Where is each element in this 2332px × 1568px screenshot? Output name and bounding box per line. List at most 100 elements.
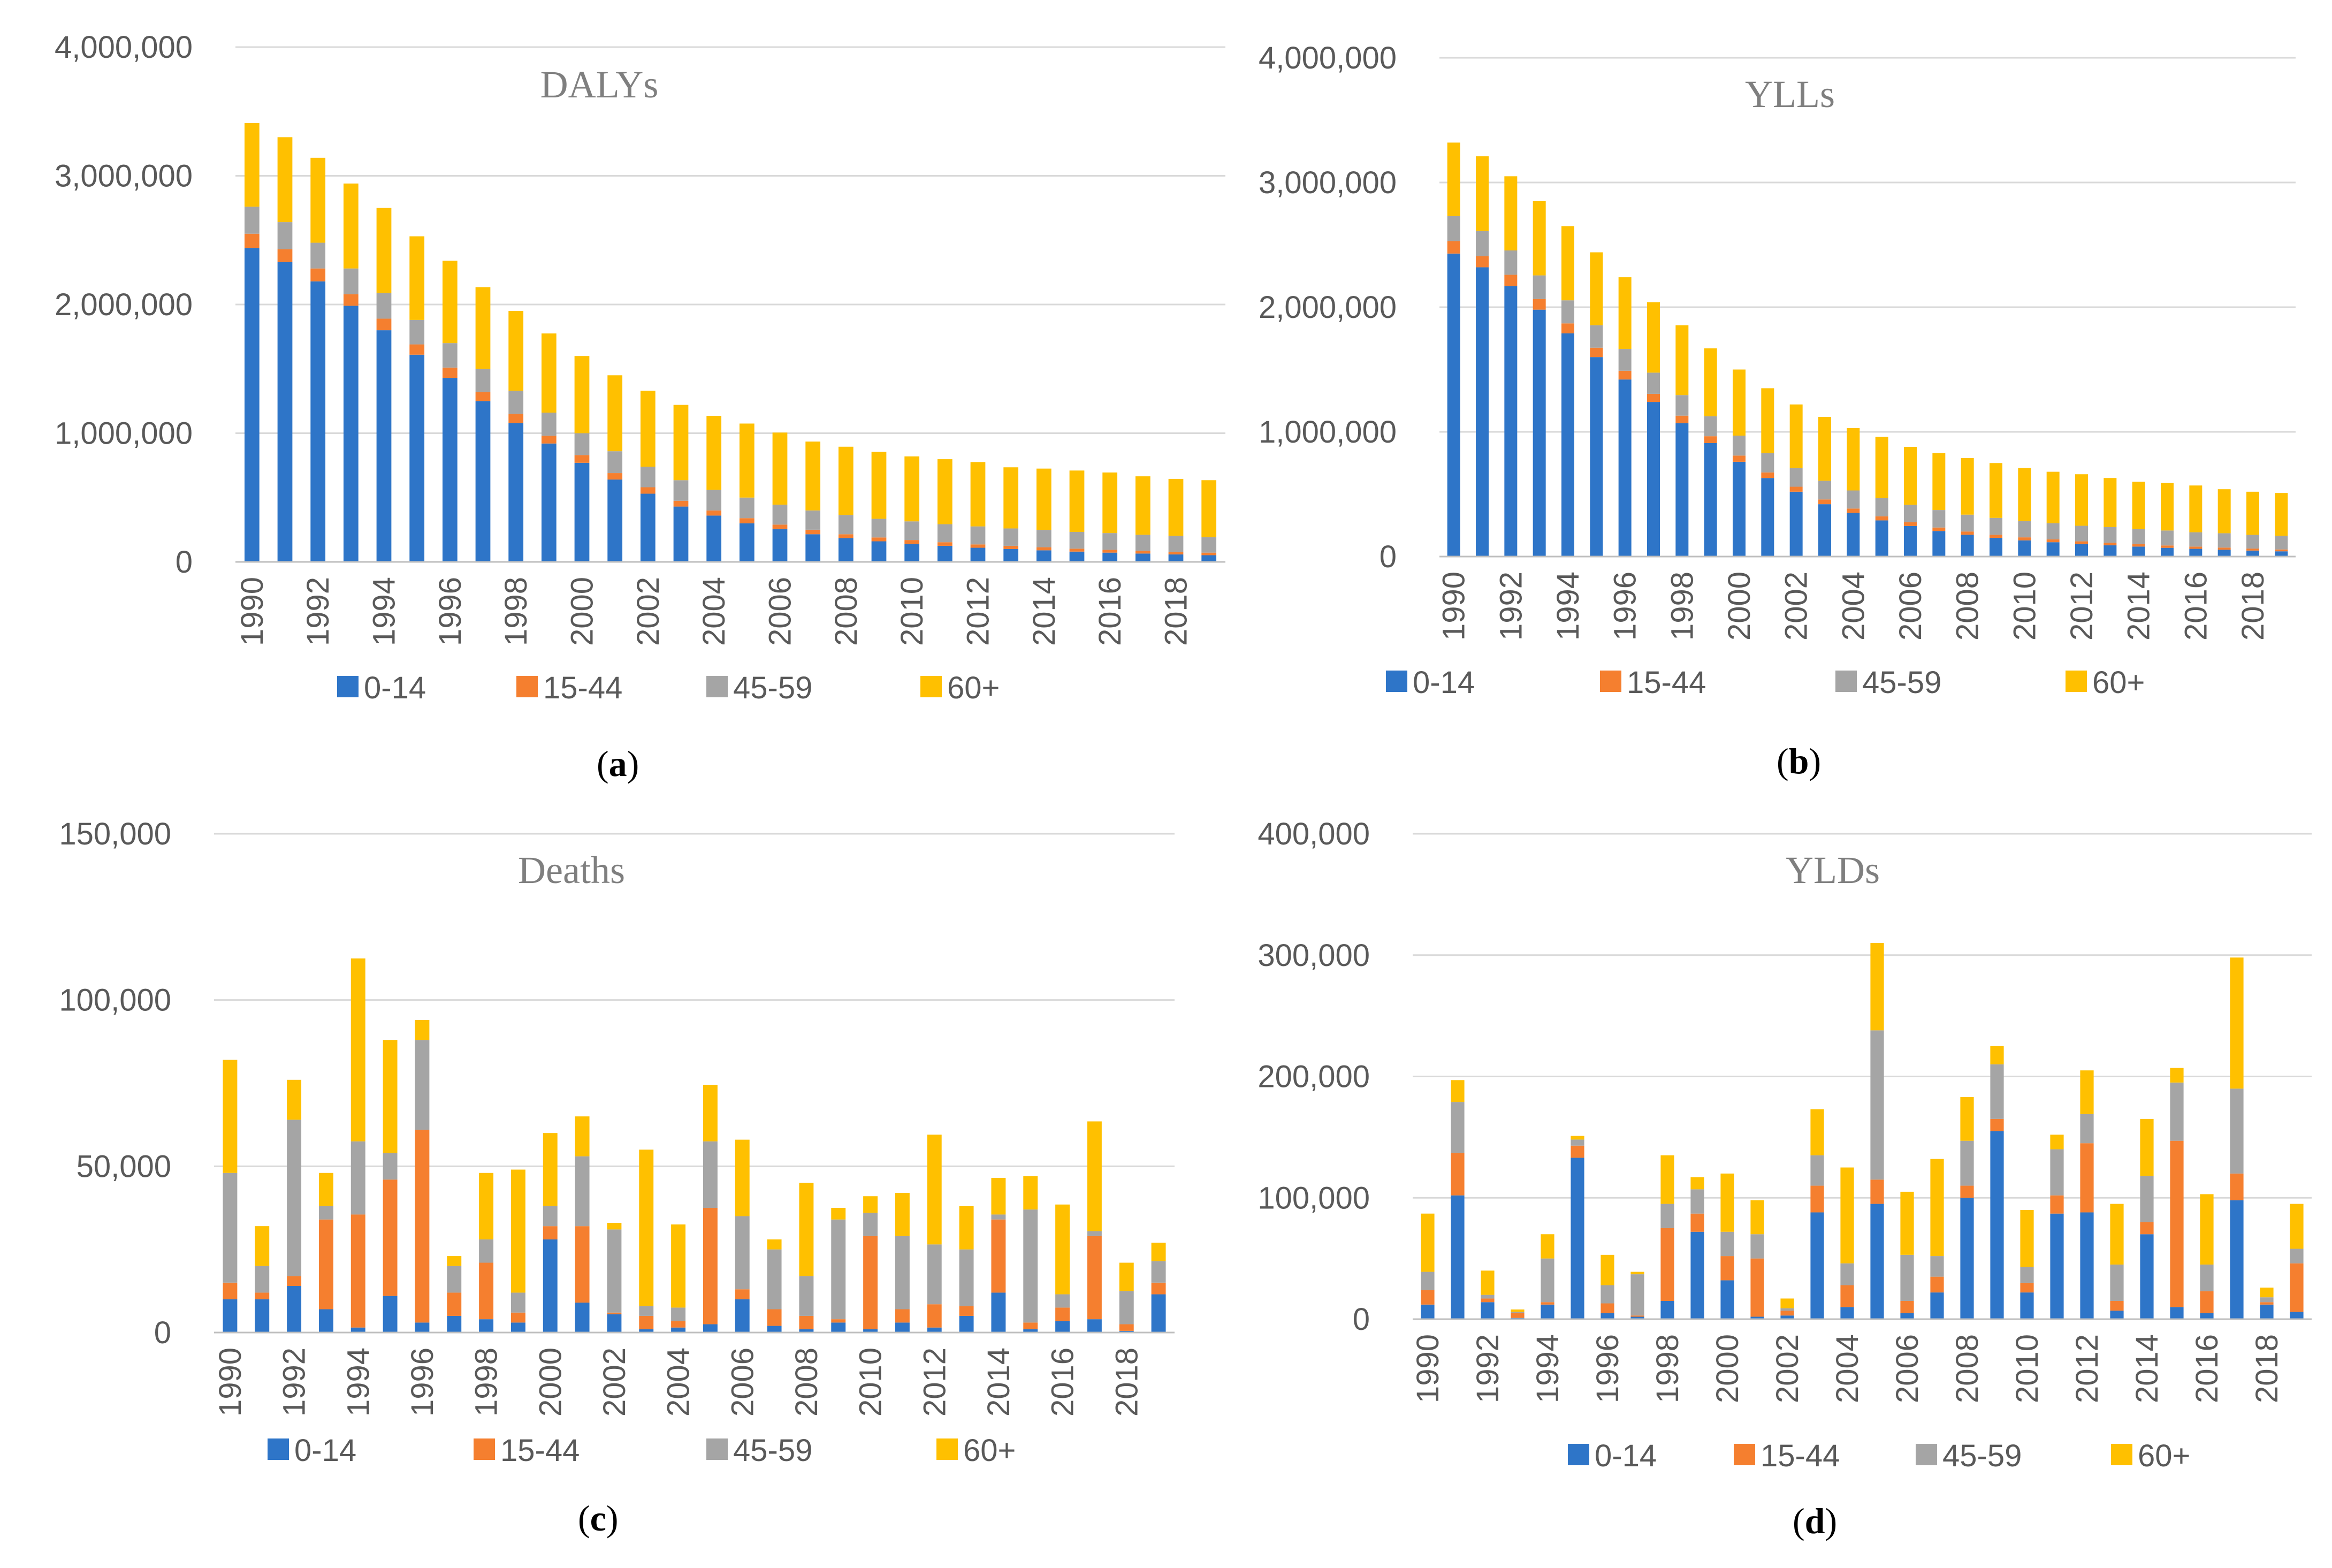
bar-60+-2012: [927, 1135, 942, 1245]
bar-0-14-2000: [1720, 1280, 1734, 1319]
bar-45-59-2000: [543, 1206, 558, 1227]
bar-60+-2005: [1870, 943, 1884, 1031]
bar-15-44-2016: [1055, 1307, 1070, 1321]
bar-45-59-1993: [318, 1206, 333, 1220]
bar-45-59-2015: [1069, 531, 1085, 549]
x-tick-label: 2004: [1830, 1334, 1865, 1403]
bar-60+-1998: [1660, 1155, 1674, 1204]
bar-15-44-2017: [2230, 1173, 2244, 1200]
x-tick-label: 1992: [301, 577, 336, 646]
bar-15-44-2008: [838, 534, 853, 538]
bar-45-59-2016: [1055, 1294, 1070, 1308]
bar-60+-2003: [1810, 1109, 1824, 1155]
y-tick-label: 100,000: [1258, 1181, 1370, 1215]
bar-15-44-2014: [1036, 547, 1051, 551]
bar-15-44-2015: [2161, 545, 2174, 548]
bar-15-44-2014: [2140, 1222, 2154, 1235]
legend-swatch-15-44: [1734, 1444, 1755, 1465]
bar-45-59-2011: [895, 1236, 910, 1310]
x-tick-label: 2000: [565, 577, 600, 646]
bar-15-44-1995: [1590, 347, 1603, 357]
bar-45-59-2001: [575, 1156, 590, 1227]
bar-0-14-2018: [1119, 1330, 1134, 1333]
bar-15-44-2000: [543, 1226, 558, 1240]
bar-0-14-2001: [607, 479, 623, 562]
bar-45-59-1993: [343, 268, 359, 294]
bar-60+-1996: [1618, 277, 1632, 349]
legend-label: 0-14: [1595, 1438, 1657, 1473]
bar-15-44-1992: [1481, 1298, 1495, 1303]
x-tick-label: 2012: [2064, 572, 2099, 641]
bar-45-59-1996: [1618, 349, 1632, 371]
bar-60+-2000: [1720, 1173, 1734, 1232]
bar-15-44-1994: [1541, 1302, 1554, 1305]
bar-60+-1997: [1647, 302, 1660, 373]
bar-60+-1998: [1675, 325, 1689, 395]
x-tick-label: 1992: [277, 1348, 312, 1417]
bar-45-59-2012: [970, 526, 986, 545]
bar-60+-1993: [1533, 201, 1546, 276]
bar-60+-2012: [2075, 474, 2088, 526]
bar-60+-2000: [574, 356, 590, 433]
legend-swatch-60+: [2066, 671, 2087, 692]
bar-15-44-1996: [1601, 1303, 1614, 1313]
panel-caption: (a): [597, 743, 639, 784]
x-tick-label: 2018: [2250, 1334, 2284, 1403]
bar-15-44-2002: [607, 1312, 622, 1314]
legend-swatch-0-14: [1386, 671, 1407, 692]
bar-60+-1994: [350, 958, 365, 1141]
bar-0-14-1995: [1571, 1158, 1584, 1319]
bar-60+-2006: [1900, 1191, 1914, 1255]
bar-60+-1992: [287, 1079, 302, 1120]
bar-0-14-2015: [2170, 1307, 2184, 1319]
y-tick-label: 0: [176, 545, 193, 580]
panel-letter: a: [609, 743, 627, 784]
bar-0-14-2005: [1870, 1204, 1884, 1319]
bar-45-59-1991: [1476, 231, 1489, 256]
bar-60+-2015: [2170, 1068, 2184, 1083]
bar-45-59-2000: [1733, 435, 1746, 456]
bar-0-14-1999: [541, 443, 557, 562]
bar-45-59-2009: [1990, 517, 2002, 535]
bar-60+-2017: [2217, 489, 2231, 534]
bar-15-44-1995: [383, 1179, 398, 1296]
bar-60+-2017: [1087, 1121, 1102, 1231]
bar-0-14-2019: [2290, 1312, 2304, 1319]
bar-15-44-1999: [510, 1312, 525, 1323]
bar-45-59-2002: [640, 467, 656, 488]
bar-15-44-1999: [1690, 1213, 1704, 1232]
x-tick-label: 2004: [661, 1348, 696, 1417]
bar-15-44-2005: [703, 1208, 718, 1325]
bar-15-44-1995: [1571, 1145, 1584, 1158]
legend-swatch-45-59: [1916, 1444, 1937, 1465]
x-tick-label: 1994: [1551, 572, 1586, 641]
bar-60+-1995: [1571, 1136, 1584, 1140]
bar-45-59-2001: [1761, 453, 1774, 473]
bar-15-44-2016: [2189, 546, 2203, 549]
bar-15-44-2005: [1870, 1179, 1884, 1204]
bar-15-44-1998: [1675, 415, 1689, 423]
bar-60+-2009: [871, 452, 887, 519]
bar-0-14-2004: [671, 1327, 686, 1333]
legend-label: 0-14: [294, 1433, 356, 1468]
bar-0-14-2013: [959, 1315, 974, 1333]
x-tick-label: 2004: [697, 577, 731, 646]
x-tick-label: 2016: [1046, 1348, 1080, 1417]
chart-title: Deaths: [518, 849, 625, 892]
x-tick-label: 2002: [631, 577, 666, 646]
legend-label: 45-59: [733, 671, 812, 705]
bar-60+-2005: [1875, 437, 1888, 498]
bar-0-14-2011: [895, 1322, 910, 1333]
bar-0-14-2019: [2275, 551, 2288, 557]
bar-15-44-2004: [1847, 508, 1860, 513]
bar-60+-2010: [863, 1196, 878, 1213]
bar-15-44-2006: [1900, 1300, 1914, 1313]
bar-60+-2010: [2018, 468, 2031, 521]
bar-15-44-1998: [1660, 1228, 1674, 1301]
bar-45-59-2006: [735, 1216, 750, 1290]
bar-0-14-2016: [2189, 549, 2203, 557]
x-tick-label: 2014: [1027, 577, 1062, 646]
y-tick-label: 3,000,000: [55, 159, 193, 194]
bar-45-59-1996: [1601, 1285, 1614, 1304]
